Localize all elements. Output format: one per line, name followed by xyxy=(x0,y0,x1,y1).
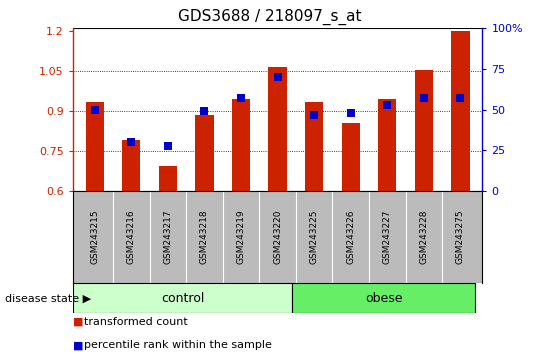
Bar xyxy=(73,283,292,313)
Text: GSM243218: GSM243218 xyxy=(200,210,209,264)
Text: obese: obese xyxy=(365,292,403,305)
Text: disease state ▶: disease state ▶ xyxy=(5,293,92,303)
Bar xyxy=(305,102,323,191)
Text: GDS3688 / 218097_s_at: GDS3688 / 218097_s_at xyxy=(178,9,361,25)
Text: GSM243227: GSM243227 xyxy=(383,210,392,264)
Bar xyxy=(195,115,213,191)
Text: percentile rank within the sample: percentile rank within the sample xyxy=(84,340,272,350)
Text: GSM243219: GSM243219 xyxy=(237,210,245,264)
Bar xyxy=(451,31,469,191)
Bar xyxy=(86,102,104,191)
Bar xyxy=(378,99,397,191)
Text: GSM243226: GSM243226 xyxy=(346,210,355,264)
Text: GSM243215: GSM243215 xyxy=(90,210,99,264)
Text: GSM243275: GSM243275 xyxy=(456,210,465,264)
Bar xyxy=(342,123,360,191)
Text: GSM243220: GSM243220 xyxy=(273,210,282,264)
Bar xyxy=(158,166,177,191)
Bar xyxy=(414,70,433,191)
Text: GSM243216: GSM243216 xyxy=(127,210,136,264)
Text: GSM243217: GSM243217 xyxy=(163,210,172,264)
Text: ■: ■ xyxy=(73,317,83,327)
Text: transformed count: transformed count xyxy=(84,317,187,327)
Text: GSM243225: GSM243225 xyxy=(310,210,319,264)
Bar xyxy=(232,99,250,191)
Text: ■: ■ xyxy=(73,340,83,350)
Text: GSM243228: GSM243228 xyxy=(419,210,429,264)
Text: control: control xyxy=(161,292,204,305)
Bar xyxy=(122,141,141,191)
Bar xyxy=(268,67,287,191)
Bar xyxy=(292,283,475,313)
